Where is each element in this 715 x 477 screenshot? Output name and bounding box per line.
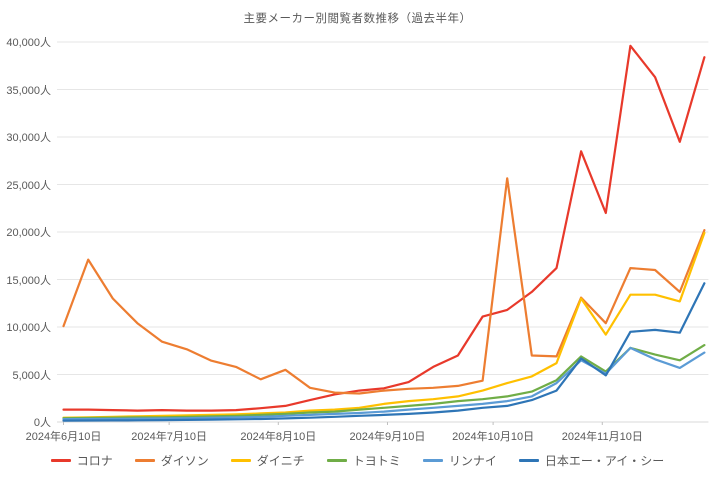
x-tick-label-0: 2024年6月10日 [25,431,102,443]
series-line-corona [62,44,706,412]
y-tick-label-25000: 25,000人 [6,179,51,192]
legend-item-rinnai: リンナイ [422,452,497,469]
legend-item-corona: コロナ [50,452,113,469]
legend-swatch-toyotomi [326,459,347,462]
y-tick-label-30000: 30,000人 [6,132,51,144]
y-tick-label-35000: 35,000人 [6,84,51,97]
x-tick-label-1: 2024年7月10日 [131,431,208,443]
legend-swatch-dyson [134,459,155,462]
y-tick-label-20000: 20,000人 [6,227,51,239]
legend-item-dainichi: ダイニチ [230,452,305,469]
legend-swatch-nihon-aic [518,459,539,462]
series-line-dainichi [62,231,706,419]
legend-swatch-rinnai [422,459,443,462]
y-tick-label-0: 0人 [33,417,51,429]
chart-legend: コロナ ダイソン ダイニチ トヨトミ リンナイ 日本エー・アイ・シー [0,452,715,469]
x-tick-label-2: 2024年8月10日 [240,431,317,443]
legend-swatch-corona [50,459,71,462]
legend-item-toyotomi: トヨトミ [326,452,401,469]
y-tick-label-10000: 10,000人 [6,322,51,334]
legend-label-toyotomi: トヨトミ [352,454,401,468]
series-line-nihon-aic [62,282,706,422]
legend-label-dainichi: ダイニチ [256,454,305,468]
chart-title: 主要メーカー別閲覧者数推移（過去半年） [243,13,472,25]
legend-swatch-dainichi [230,459,251,462]
legend-label-dyson: ダイソン [160,454,209,468]
y-tick-label-40000: 40,000人 [6,37,51,49]
legend-label-rinnai: リンナイ [448,454,497,468]
y-tick-label-5000: 5,000人 [12,369,51,382]
series-line-toyotomi [62,344,706,420]
y-tick-label-15000: 15,000人 [6,274,51,287]
legend-label-nihon-aic: 日本エー・アイ・シー [544,454,665,468]
x-tick-label-4: 2024年10月10日 [452,431,535,443]
legend-item-dyson: ダイソン [134,452,209,469]
legend-item-nihon-aic: 日本エー・アイ・シー [518,452,665,469]
x-tick-label-3: 2024年9月10日 [349,431,426,443]
series-line-dyson [62,177,706,395]
legend-label-corona: コロナ [76,454,113,468]
x-tick-label-5: 2024年11月10日 [561,431,643,443]
